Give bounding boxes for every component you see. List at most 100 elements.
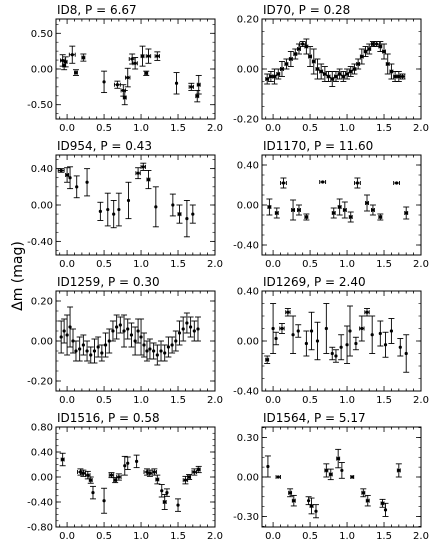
data-marker (163, 351, 167, 355)
data-point (290, 315, 297, 354)
data-point (388, 318, 395, 344)
data-marker (338, 205, 342, 209)
data-point (352, 336, 359, 351)
data-point (172, 330, 179, 352)
x-tick-label: 1.0 (339, 123, 355, 134)
data-marker (297, 208, 301, 212)
data-point (128, 53, 136, 65)
data-marker (148, 471, 152, 475)
data-marker (117, 475, 121, 479)
data-marker (306, 499, 311, 503)
data-marker (135, 459, 139, 463)
data-marker (197, 467, 201, 472)
data-point (312, 504, 319, 519)
data-marker (111, 329, 115, 333)
data-marker (304, 341, 308, 346)
data-marker (107, 339, 111, 343)
data-marker (139, 335, 143, 339)
x-tick-label: 2.0 (207, 531, 223, 542)
data-point (143, 70, 150, 76)
data-marker (286, 310, 290, 314)
data-point (87, 476, 94, 484)
data-marker (165, 491, 169, 495)
x-tick-label: 1.5 (376, 531, 392, 542)
data-point (290, 199, 297, 221)
data-marker (100, 351, 104, 355)
data-point (62, 56, 69, 68)
data-marker (269, 74, 273, 79)
data-marker (397, 468, 401, 473)
data-marker (360, 54, 364, 59)
data-point (121, 89, 128, 106)
data-marker (323, 72, 327, 76)
data-marker (366, 499, 370, 503)
data-point (176, 204, 183, 224)
data-marker (291, 333, 295, 337)
x-tick-label: 2.0 (207, 259, 223, 270)
data-marker (126, 198, 131, 203)
x-tick-label: 1.5 (376, 123, 392, 134)
data-marker (289, 57, 293, 61)
data-point (152, 186, 159, 228)
data-point (283, 58, 290, 70)
data-point (113, 80, 121, 89)
data-marker (130, 57, 134, 61)
data-point (128, 322, 135, 348)
data-marker (155, 477, 159, 482)
data-point (57, 168, 65, 173)
data-marker (334, 354, 338, 358)
data-marker (336, 456, 340, 461)
data-marker (330, 351, 334, 356)
data-marker (171, 203, 175, 207)
x-tick-label: 0.0 (59, 123, 75, 134)
data-point (91, 338, 98, 364)
data-marker (65, 333, 69, 337)
data-point (115, 192, 122, 227)
data-point (175, 498, 182, 512)
data-point (340, 71, 347, 82)
data-point (388, 63, 395, 80)
data-marker (370, 333, 374, 337)
y-tick-label: 0.40 (237, 287, 259, 298)
data-point (72, 340, 79, 362)
data-point (364, 494, 371, 507)
x-tick-label: 0.0 (265, 531, 281, 542)
x-tick-label: 0.5 (302, 259, 318, 270)
data-marker (274, 336, 278, 341)
x-tick-label: 2.0 (413, 395, 429, 406)
data-point (347, 66, 354, 77)
data-marker (155, 353, 159, 357)
data-marker (129, 333, 134, 337)
data-point (140, 162, 147, 171)
data-marker (126, 75, 130, 80)
data-point (98, 344, 105, 362)
data-point (173, 72, 180, 95)
y-tick-label: -0.40 (27, 237, 53, 248)
y-tick-label: -0.20 (233, 115, 259, 126)
data-point (393, 181, 401, 185)
data-marker (102, 80, 106, 84)
data-point (64, 167, 71, 183)
data-marker (383, 508, 388, 512)
data-marker (397, 74, 401, 79)
data-marker (159, 349, 163, 353)
data-point (109, 320, 116, 342)
data-marker (365, 310, 369, 314)
data-point (332, 349, 339, 363)
data-marker (136, 329, 140, 333)
data-marker (321, 180, 325, 184)
data-point (362, 46, 369, 57)
data-marker (62, 329, 66, 333)
data-point (84, 168, 91, 197)
data-point (369, 315, 376, 354)
data-point (80, 334, 87, 356)
data-marker (59, 335, 63, 339)
data-point (327, 468, 334, 481)
x-tick-label: 0.0 (265, 259, 281, 270)
data-marker (378, 331, 382, 336)
data-point (264, 455, 271, 478)
data-point (191, 468, 198, 476)
y-tick-label: 0.50 (31, 29, 53, 40)
data-marker (324, 468, 328, 473)
y-tick-label: 0.00 (237, 65, 259, 76)
